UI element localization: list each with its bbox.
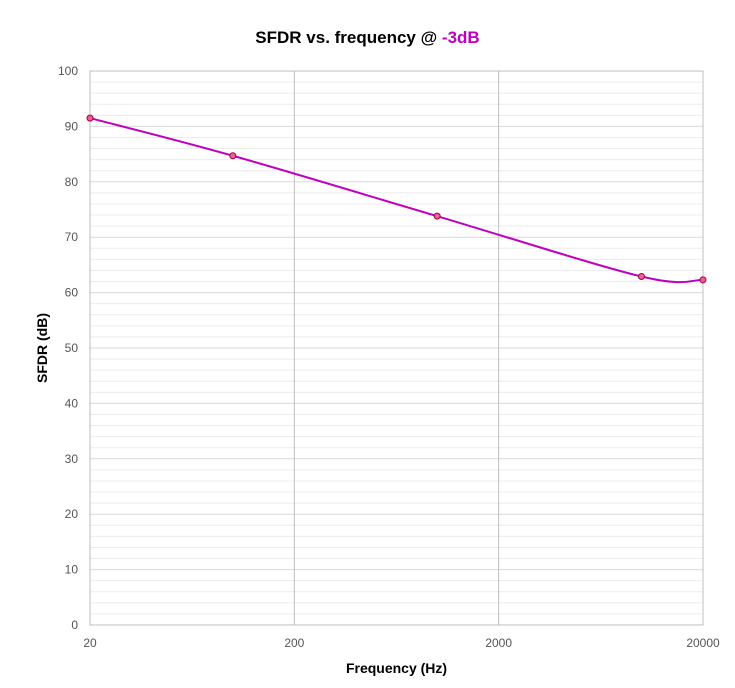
data-point: [637, 273, 645, 281]
data-point: [433, 212, 441, 220]
x-tick-label: 20000: [686, 636, 720, 650]
y-tick-label: 60: [65, 286, 79, 300]
series-line: [89, 117, 704, 284]
minor-gridlines: [90, 81, 703, 615]
data-point: [699, 276, 707, 284]
y-tick-label: 70: [65, 230, 79, 244]
x-tick-labels: 20 200 2000 20000: [83, 636, 720, 650]
y-tick-label: 80: [65, 175, 79, 189]
y-tick-label: 50: [65, 341, 79, 355]
y-tick-label: 10: [65, 563, 79, 577]
x-axis-label: Frequency (Hz): [345, 660, 448, 676]
y-tick-label: 100: [58, 64, 78, 78]
y-tick-label: 20: [65, 507, 79, 521]
y-tick-label: 40: [65, 396, 79, 410]
y-tick-label: 90: [65, 119, 79, 133]
y-tick-label: 0: [71, 618, 78, 632]
chart-title-highlight: -3dB: [441, 28, 480, 47]
data-point: [229, 152, 237, 160]
series-points: [86, 114, 707, 284]
plot-frame: [89, 70, 704, 626]
chart-title-text: SFDR vs. frequency @: [255, 28, 438, 47]
x-tick-label: 2000: [485, 636, 512, 650]
y-tick-labels: 0 10 20 30 40 50 60 70 80 90 100: [58, 64, 78, 632]
x-tick-label: 200: [284, 636, 304, 650]
y-axis-label: SFDR (dB): [34, 313, 50, 383]
chart-title: SFDR vs. frequency @ -3dB: [0, 28, 735, 48]
y-tick-label: 30: [65, 452, 79, 466]
x-tick-label: 20: [83, 636, 97, 650]
data-point: [86, 114, 94, 122]
major-gridlines: [89, 70, 704, 626]
